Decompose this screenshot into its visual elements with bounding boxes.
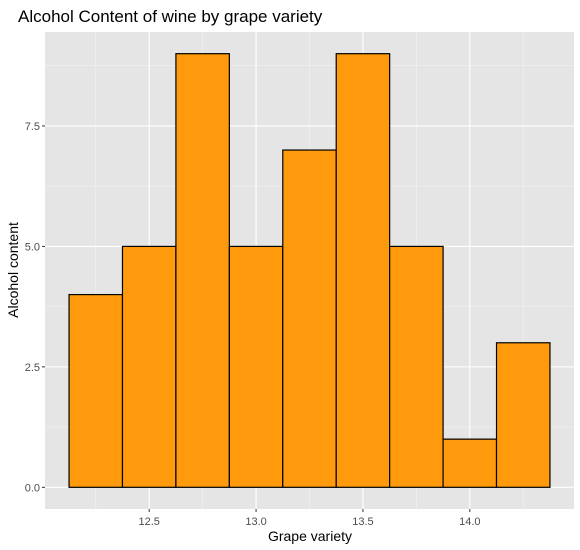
y-tick-label: 2.5 (25, 362, 40, 374)
histogram-bar-8 (442, 438, 498, 488)
histogram-bar-1 (68, 293, 124, 488)
x-tick-label: 12.5 (138, 516, 159, 528)
y-axis: 0.0 2.5 5.0 7.5 (25, 121, 45, 494)
histogram-bar-7 (389, 245, 444, 488)
histogram-bar-6 (335, 53, 391, 488)
x-tick-label: 13.5 (352, 516, 373, 528)
y-axis-title: Alcohol content (5, 222, 21, 318)
y-tick-label: 5.0 (25, 241, 40, 253)
y-tick-label: 0.0 (25, 482, 40, 494)
histogram-bar-4 (228, 245, 284, 488)
bars (68, 53, 551, 488)
chart-title: Alcohol Content of wine by grape variety (18, 7, 323, 26)
histogram-bar-2 (121, 245, 177, 488)
histogram-bar-3 (175, 53, 230, 488)
histogram-bar-9 (495, 342, 551, 488)
x-axis-title: Grape variety (268, 528, 352, 544)
x-axis: 12.5 13.0 13.5 14.0 (138, 509, 481, 528)
x-tick-label: 13.0 (245, 516, 266, 528)
y-tick-label: 7.5 (25, 121, 40, 133)
histogram-bar-5 (282, 149, 337, 488)
x-tick-label: 14.0 (459, 516, 480, 528)
